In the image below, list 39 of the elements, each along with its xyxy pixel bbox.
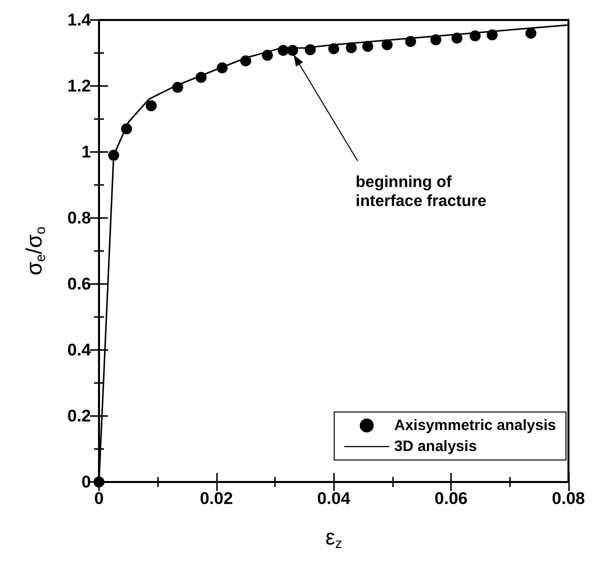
point [362,40,374,52]
point [382,39,393,50]
y-tick-label: 0.8 [67,208,91,228]
point [240,55,252,66]
point [121,123,132,134]
x-tick-label: 0 [94,489,104,508]
y-tick-label: 0.4 [67,340,92,360]
y-tick-label: 1.2 [67,76,91,96]
point [262,50,273,61]
y-tick-label: 1 [82,142,91,162]
point [346,42,357,54]
x-tick-label: 0.08 [552,489,586,508]
y-tick-label: 0 [82,472,91,492]
point [451,32,462,44]
point [525,28,536,39]
point [470,30,481,42]
x-tick-label: 0.02 [200,489,233,508]
point [287,44,298,56]
point [328,43,340,54]
y-tick-label: 0.6 [67,274,91,294]
point [486,29,498,40]
point [430,34,442,46]
y-axis-title: σe/σo [22,226,48,276]
point [108,150,120,161]
point [304,44,316,56]
y-tick-label: 1.4 [67,10,92,30]
x-tick-label: 0.04 [317,489,351,508]
legend-label: Axisymmetric analysis [394,417,556,434]
point [196,72,207,83]
annotation: beginning of interface fracture [356,174,486,210]
point [405,36,416,47]
point [172,82,184,93]
point [146,100,157,112]
point [278,44,289,56]
point [94,476,104,488]
point [216,62,228,74]
y-tick-label: 0.2 [67,406,91,426]
legend-label: 3D analysis [394,438,477,455]
x-tick-label: 0.06 [434,489,468,508]
